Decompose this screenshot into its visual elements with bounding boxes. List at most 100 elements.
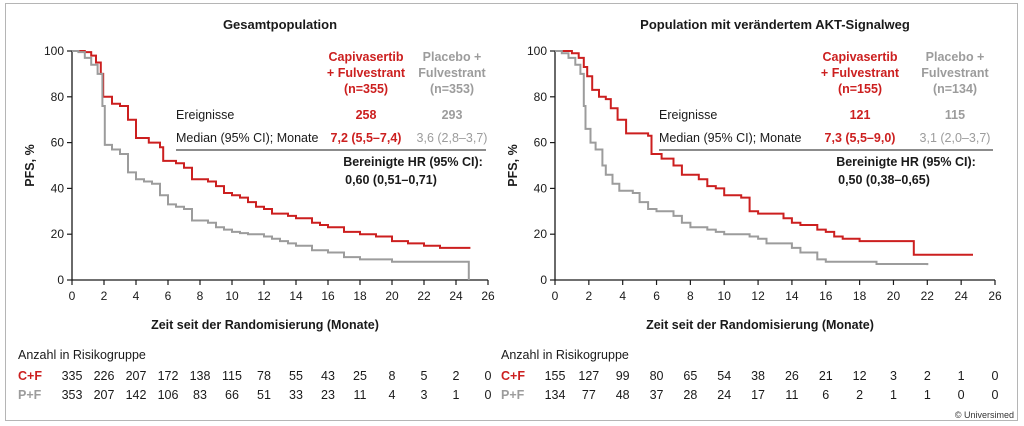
panel-1-legend-1-line-2: + Fulvestrant <box>327 66 406 80</box>
panel-2-risk-row-2-value: 2 <box>856 388 863 402</box>
panel-2-x-tick-label: 22 <box>921 289 935 303</box>
panel-2-x-tick-label: 12 <box>751 289 765 303</box>
panel-2-x-tick-label: 8 <box>687 289 694 303</box>
panel-1-y-tick-label: 20 <box>51 227 65 241</box>
panel-1-events-1: 258 <box>356 108 377 122</box>
panel-2-x-tick-label: 18 <box>853 289 867 303</box>
panel-2-risk-row-1-value: 127 <box>578 369 599 383</box>
panel-1-legend-1-line-1: Capivasertib <box>328 50 403 64</box>
panel-2-y-axis-label: PFS, % <box>506 144 520 186</box>
panel-1-risk-row-2-value: 207 <box>94 388 115 402</box>
panel-1-median-label: Median (95% CI); Monate <box>176 131 318 145</box>
panel-1-risk-row-1-value: 138 <box>190 369 211 383</box>
panel-1-events-2: 293 <box>442 108 463 122</box>
panel-1-risk-row-1-value: 335 <box>62 369 83 383</box>
panel-2-risk-row-2-value: 0 <box>992 388 999 402</box>
panel-2-legend-2-line-2: Fulvestrant <box>921 66 989 80</box>
panel-2-risk-row-1-label: C+F <box>501 369 525 383</box>
panel-2-risk-row-2-value: 1 <box>890 388 897 402</box>
panel-1-x-tick-label: 20 <box>385 289 399 303</box>
panel-1-risk-row-1-value: 78 <box>257 369 271 383</box>
panel-1-risk-row-2-value: 66 <box>225 388 239 402</box>
panel-1-risk-row-1-value: 172 <box>158 369 179 383</box>
panel-1-risk-row-2-value: 353 <box>62 388 83 402</box>
panel-1-risk-row-1-label: C+F <box>18 369 42 383</box>
panel-2-y-tick-label: 60 <box>534 136 548 150</box>
panel-2-y-tick-label: 40 <box>534 181 548 195</box>
panel-2-risk-row-2-value: 24 <box>717 388 731 402</box>
panel-2-series-1-line <box>555 50 973 256</box>
panel-2-risk-row-2-value: 0 <box>958 388 965 402</box>
panel-2-events-2: 115 <box>945 108 965 122</box>
panel-2-title: Population mit verändertem AKT-Signalweg <box>640 17 910 32</box>
panel-1-x-tick-label: 10 <box>225 289 239 303</box>
panel-1-x-tick-label: 6 <box>165 289 172 303</box>
panel-1-y-tick-label: 40 <box>51 181 65 195</box>
panel-1-risk-row-1-value: 5 <box>421 369 428 383</box>
panel-1-x-axis-label: Zeit seit der Randomisierung (Monate) <box>151 318 379 332</box>
panel-1-y-tick-label: 60 <box>51 136 65 150</box>
panel-2-risk-row-2-value: 37 <box>650 388 664 402</box>
panel-2-risk-row-2-value: 17 <box>751 388 765 402</box>
panel-1-y-axis-label: PFS, % <box>23 144 37 186</box>
panel-2-risk-row-1-value: 3 <box>890 369 897 383</box>
panel-1-risk-row-2-value: 142 <box>126 388 147 402</box>
panel-2-risk-row-1-value: 2 <box>924 369 931 383</box>
panel-1-risk-row-2-value: 1 <box>453 388 460 402</box>
panel-1-x-tick-label: 24 <box>449 289 463 303</box>
panel-1-risk-row-2-value: 3 <box>421 388 428 402</box>
panel-1-risk-row-1-value: 25 <box>353 369 367 383</box>
panel-2-risk-row-2-value: 6 <box>822 388 829 402</box>
panel-1-hr-label: Bereinigte HR (95% CI): <box>343 155 483 169</box>
panel-1-risk-row-1-value: 2 <box>453 369 460 383</box>
panel-2-x-tick-label: 0 <box>552 289 559 303</box>
panel-1-legend-2-line-3: (n=353) <box>430 82 474 96</box>
panel-1-series-1-line <box>72 50 471 249</box>
panel-1-risk-row-1-value: 8 <box>389 369 396 383</box>
panel-2-risk-row-1-value: 1 <box>958 369 965 383</box>
panel-1-legend-2-line-1: Placebo + <box>423 50 482 64</box>
panel-2-median-2: 3,1 (2,0–3,7) <box>920 131 991 145</box>
panel-2-risk-row-2-value: 48 <box>616 388 630 402</box>
panel-2-x-tick-label: 16 <box>819 289 833 303</box>
panel-2-risk-row-1-value: 99 <box>616 369 630 383</box>
panel-2-x-tick-label: 6 <box>653 289 660 303</box>
panel-1-risk-row-1-value: 55 <box>289 369 303 383</box>
panel-2-legend-2-line-3: (n=134) <box>933 82 977 96</box>
panel-1-risk-row-2-value: 83 <box>193 388 207 402</box>
panel-2-y-tick-label: 100 <box>527 44 547 58</box>
panel-1-x-tick-label: 8 <box>197 289 204 303</box>
panel-1-risk-row-2-value: 106 <box>158 388 179 402</box>
panel-1-legend-2-line-2: Fulvestrant <box>418 66 486 80</box>
panel-2-risk-row-2-value: 11 <box>785 388 798 402</box>
panel-2-legend-1-line-1: Capivasertib <box>822 50 897 64</box>
panel-2-risk-row-1-value: 155 <box>545 369 566 383</box>
panel-1-x-tick-label: 16 <box>321 289 335 303</box>
panel-2-hr-label: Bereinigte HR (95% CI): <box>836 155 976 169</box>
panel-1-y-tick-label: 80 <box>51 90 65 104</box>
panel-2-legend-1-line-2: + Fulvestrant <box>821 66 900 80</box>
panel-1-risk-row-2-value: 11 <box>354 388 367 402</box>
panel-2-x-axis-label: Zeit seit der Randomisierung (Monate) <box>646 318 874 332</box>
panel-2-y-tick-label: 0 <box>540 273 547 287</box>
panel-1-risk-row-2-value: 51 <box>257 388 271 402</box>
panel-1-risk-row-2-value: 33 <box>289 388 303 402</box>
panel-1-x-tick-label: 26 <box>481 289 495 303</box>
panel-2-hr-value: 0,50 (0,38–0,65) <box>838 173 930 187</box>
panel-2-risk-row-1-value: 65 <box>683 369 697 383</box>
panel-2-x-tick-label: 20 <box>887 289 901 303</box>
panel-2-risk-row-1-value: 0 <box>992 369 999 383</box>
panel-2-y-tick-label: 20 <box>534 227 548 241</box>
panel-1-hr-value: 0,60 (0,51–0,71) <box>345 173 437 187</box>
copyright-text: © Universimed <box>954 410 1014 420</box>
panel-2-risk-row-2-value: 28 <box>683 388 697 402</box>
panel-2-median-1: 7,3 (5,5–9,0) <box>825 131 896 145</box>
panel-2-risk-row-2-value: 1 <box>924 388 931 402</box>
panel-2-risk-row-2-label: P+F <box>501 388 525 402</box>
panel-1-x-tick-label: 2 <box>101 289 108 303</box>
panel-1-risk-title: Anzahl in Risikogruppe <box>18 348 146 362</box>
panel-1-risk-row-2-value: 4 <box>389 388 396 402</box>
panel-1-risk-row-1-value: 226 <box>94 369 115 383</box>
panel-1-x-tick-label: 4 <box>133 289 140 303</box>
panel-2-risk-title: Anzahl in Risikogruppe <box>501 348 629 362</box>
